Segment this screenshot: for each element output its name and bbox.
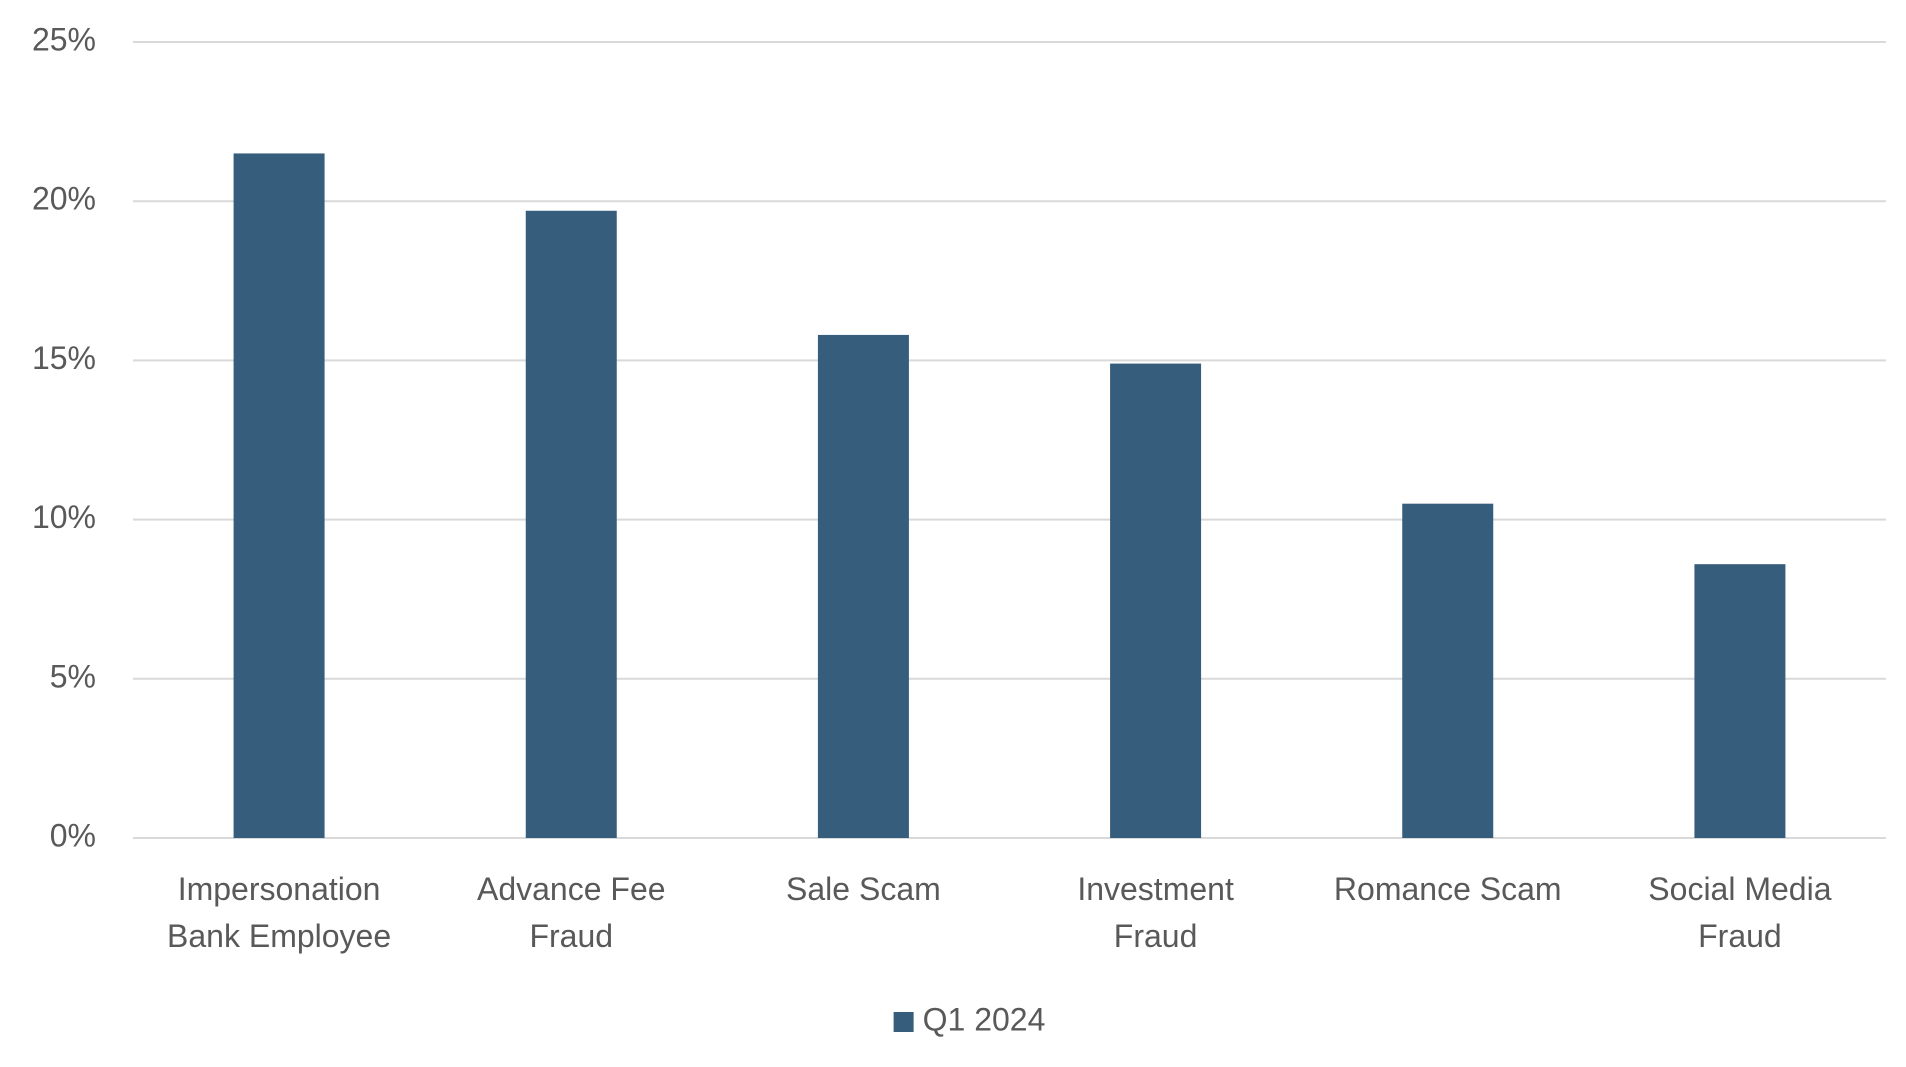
y-tick-label: 25% bbox=[32, 21, 96, 57]
y-tick-label: 5% bbox=[50, 658, 96, 694]
legend-swatch bbox=[893, 1012, 914, 1032]
bar bbox=[233, 153, 325, 838]
x-tick-label: Romance Scam bbox=[1333, 871, 1562, 907]
y-tick-label: 20% bbox=[32, 181, 96, 217]
legend-label: Q1 2024 bbox=[923, 1001, 1046, 1037]
x-tick-label: Social Media Fraud bbox=[1648, 871, 1832, 954]
y-tick-label: 15% bbox=[32, 340, 96, 376]
x-tick-label: Sale Scam bbox=[786, 871, 941, 907]
x-tick-label: Investment Fraud bbox=[1077, 871, 1234, 954]
y-tick-label: 0% bbox=[50, 817, 96, 853]
bar bbox=[1694, 564, 1786, 838]
bar bbox=[817, 334, 909, 838]
x-tick-label: Advance Fee Fraud bbox=[476, 871, 666, 954]
bar bbox=[525, 210, 617, 838]
bar bbox=[1402, 503, 1494, 838]
x-tick-label: Impersonation Bank Employee bbox=[167, 871, 392, 954]
bar bbox=[1110, 363, 1202, 838]
y-tick-label: 10% bbox=[32, 499, 96, 535]
